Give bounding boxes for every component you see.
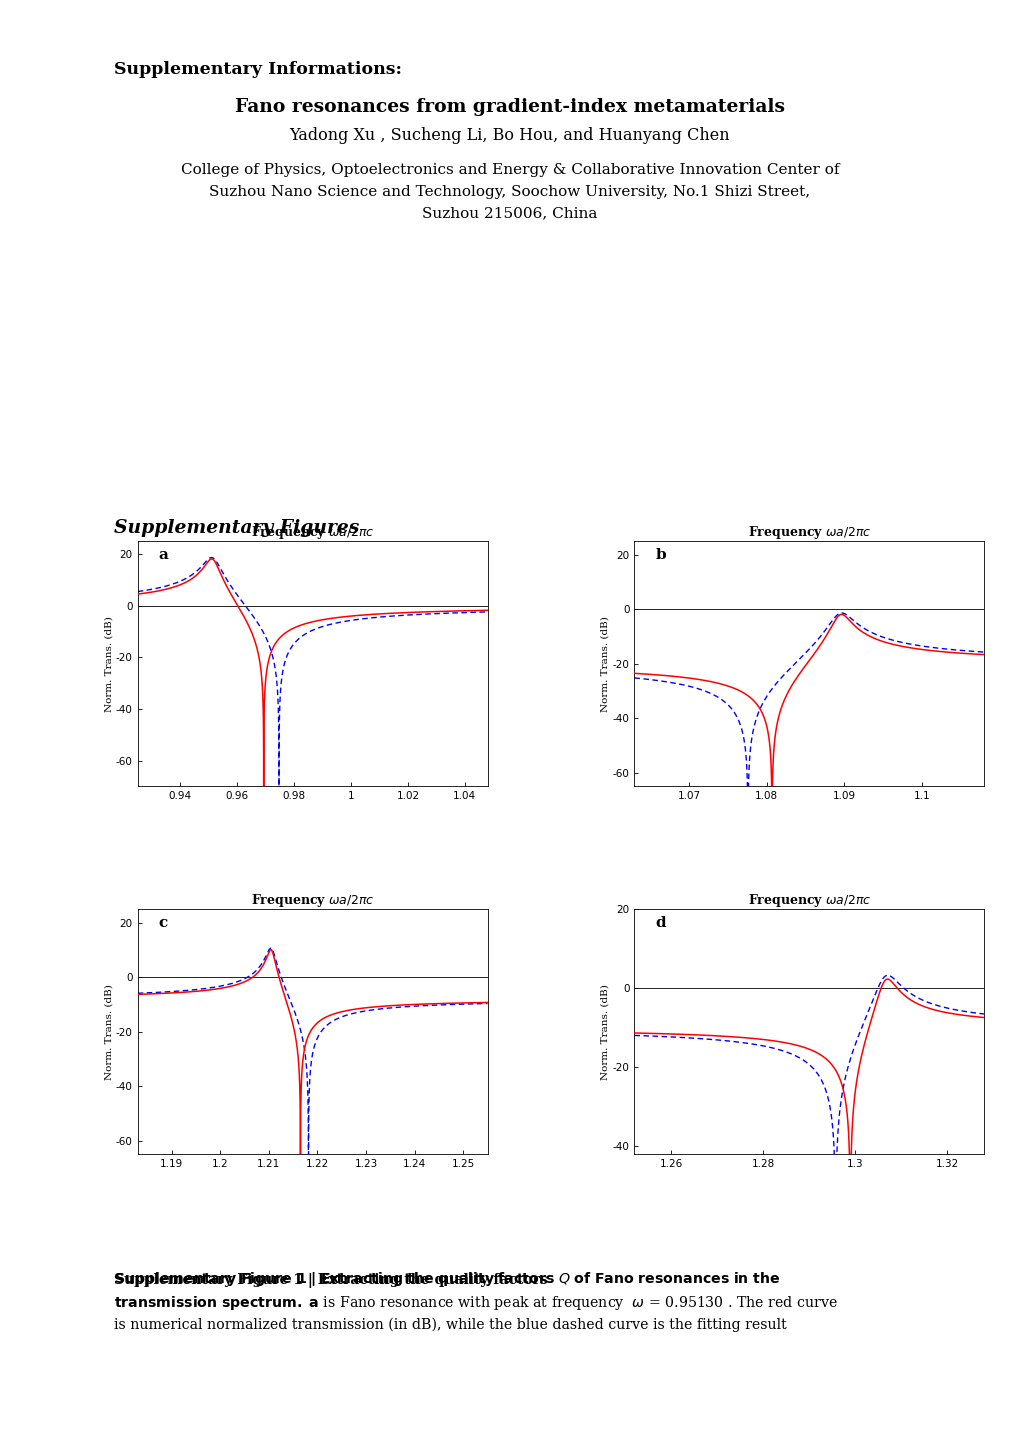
Title: Frequency $\mathit{\omega}a/2\pi c$: Frequency $\mathit{\omega}a/2\pi c$ [747, 524, 870, 541]
Text: Suzhou Nano Science and Technology, Soochow University, No.1 Shizi Street,: Suzhou Nano Science and Technology, Sooc… [209, 185, 810, 199]
Y-axis label: Norm. Trans. (dB): Norm. Trans. (dB) [600, 616, 609, 711]
Text: b: b [655, 548, 665, 563]
Text: $\bf{Supplementary\ Figure\ 1\ |\ Extracting\ the\ quality\ factors}$ $\bf{\math: $\bf{Supplementary\ Figure\ 1\ |\ Extrac… [114, 1270, 838, 1332]
Y-axis label: Norm. Trans. (dB): Norm. Trans. (dB) [600, 984, 609, 1079]
Title: Frequency $\mathit{\omega}a/2\pi c$: Frequency $\mathit{\omega}a/2\pi c$ [251, 892, 374, 909]
Y-axis label: Norm. Trans. (dB): Norm. Trans. (dB) [104, 984, 113, 1079]
Text: Supplementary Figure 1 | Extracting the quality factors: Supplementary Figure 1 | Extracting the … [114, 1273, 552, 1287]
Text: Supplementary Informations:: Supplementary Informations: [114, 61, 401, 78]
Text: Suzhou 215006, China: Suzhou 215006, China [422, 206, 597, 221]
Title: Frequency $\mathit{\omega}a/2\pi c$: Frequency $\mathit{\omega}a/2\pi c$ [747, 892, 870, 909]
Text: d: d [655, 916, 665, 931]
Text: Fano resonances from gradient-index metamaterials: Fano resonances from gradient-index meta… [234, 98, 785, 115]
Title: Frequency $\mathit{\omega}a/2\pi c$: Frequency $\mathit{\omega}a/2\pi c$ [251, 524, 374, 541]
Text: Yadong Xu , Sucheng Li, Bo Hou, and Huanyang Chen: Yadong Xu , Sucheng Li, Bo Hou, and Huan… [289, 127, 730, 144]
Y-axis label: Norm. Trans. (dB): Norm. Trans. (dB) [104, 616, 113, 711]
Text: College of Physics, Optoelectronics and Energy & Collaborative Innovation Center: College of Physics, Optoelectronics and … [180, 163, 839, 177]
Text: a: a [159, 548, 168, 563]
Text: c: c [159, 916, 168, 931]
Text: Supplementary Figures: Supplementary Figures [114, 519, 359, 537]
